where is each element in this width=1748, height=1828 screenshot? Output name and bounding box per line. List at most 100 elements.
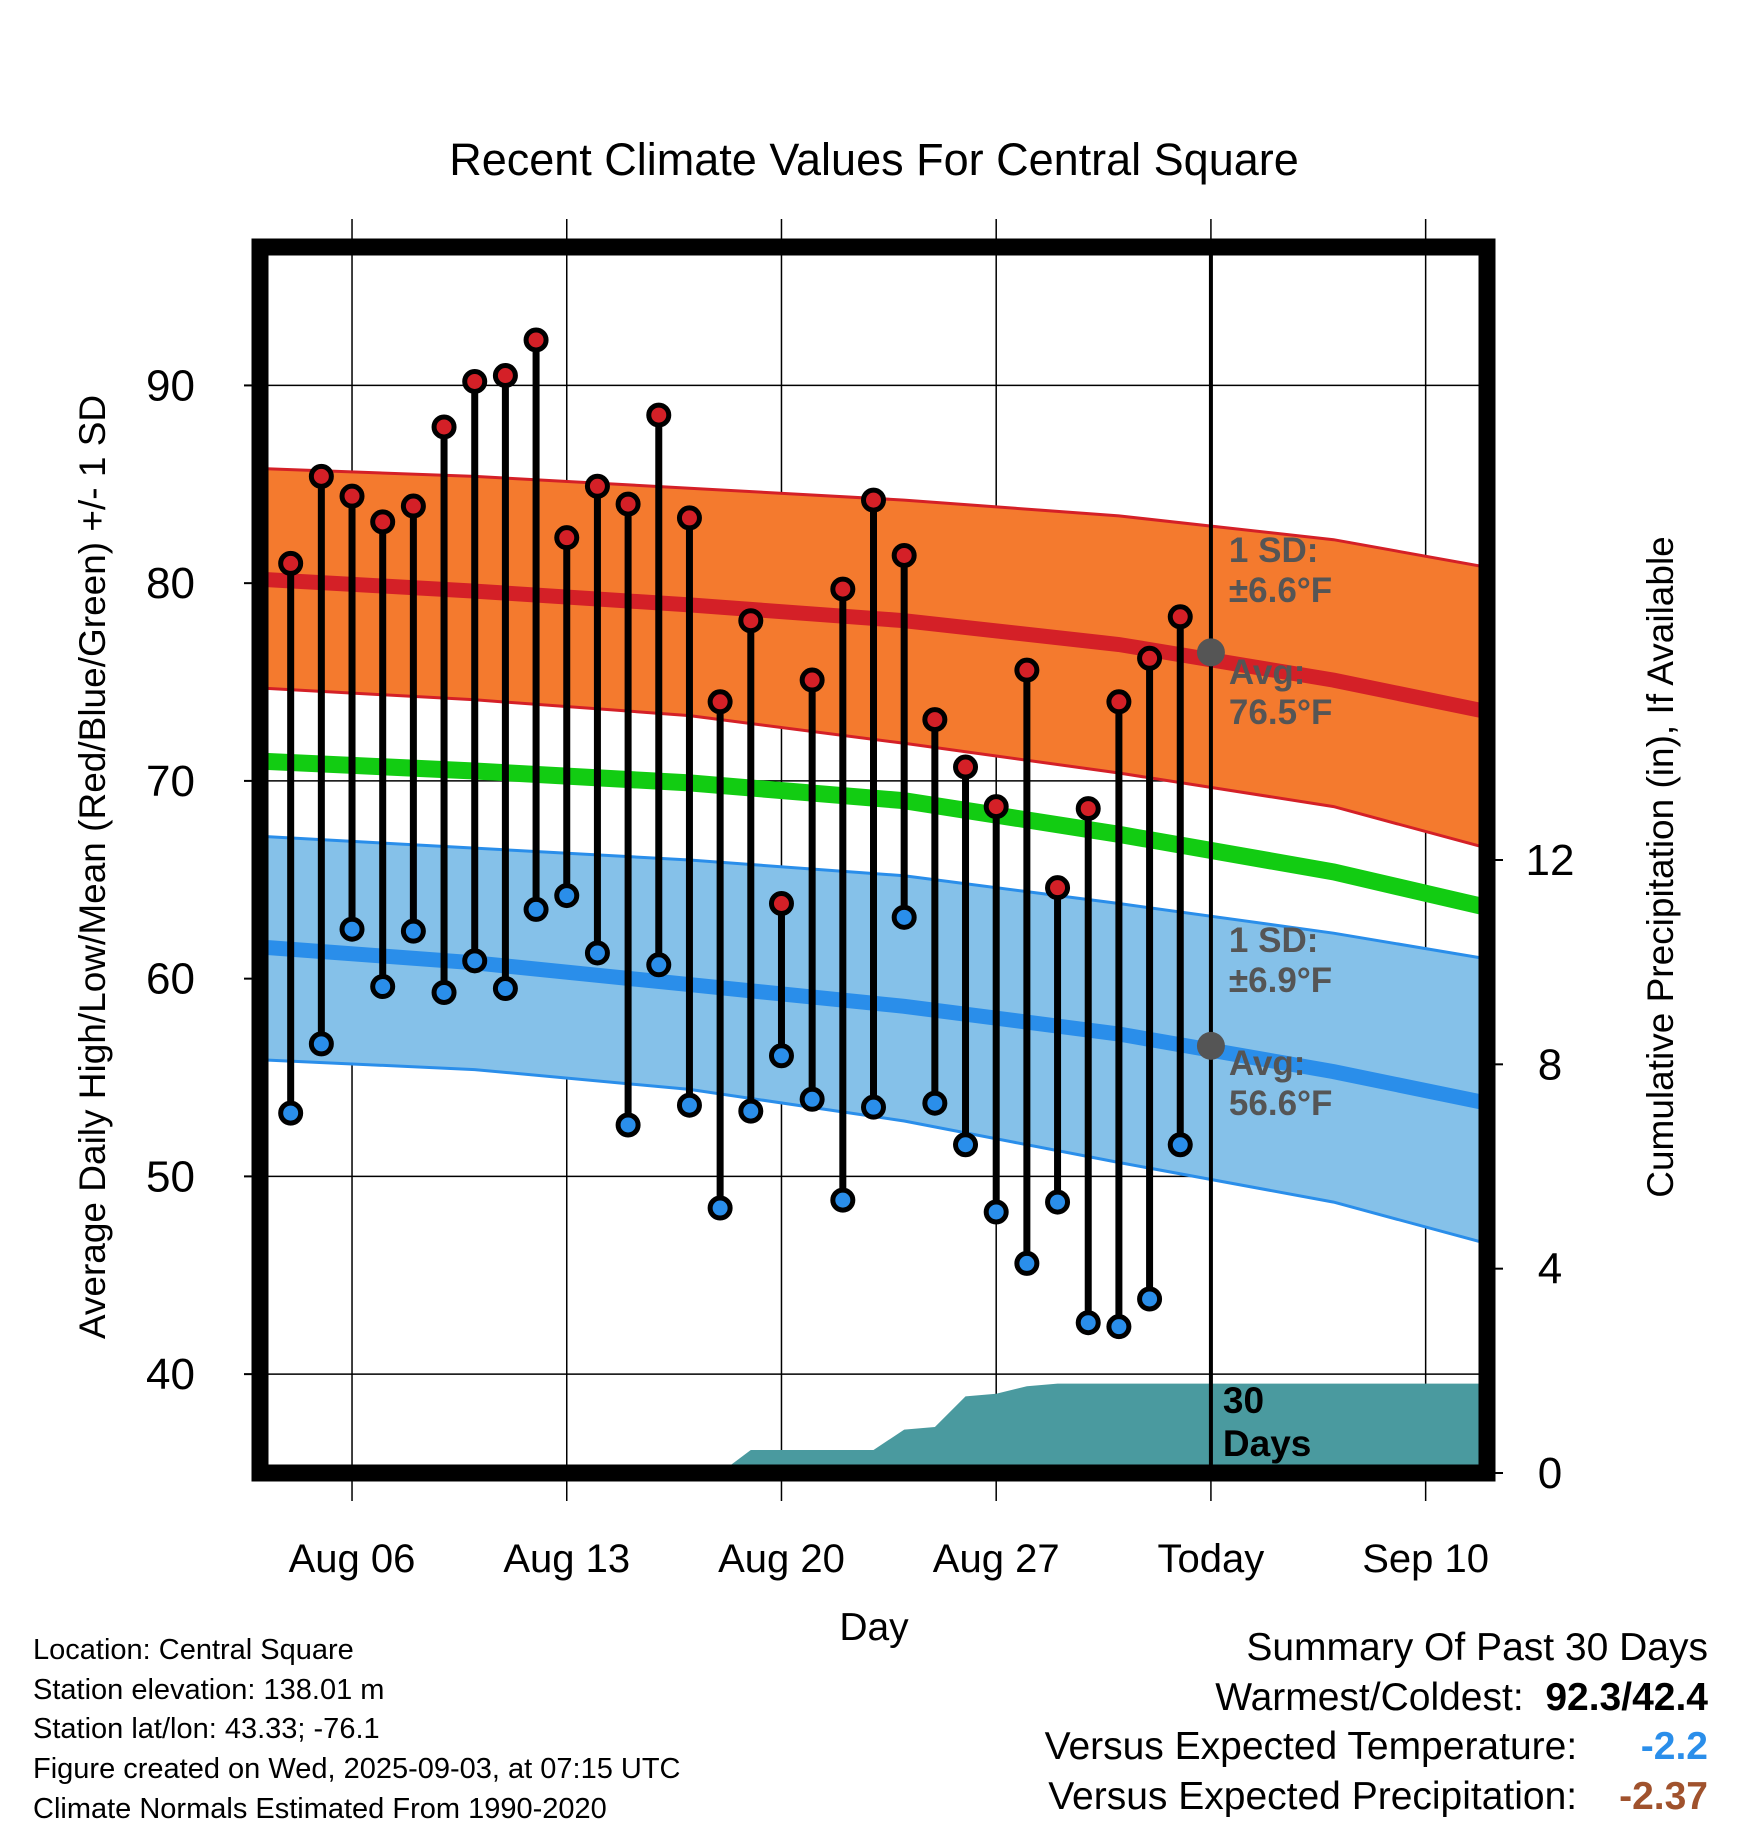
- y2-tick-label: 12: [1526, 836, 1575, 885]
- high-point: [615, 491, 641, 517]
- summary-warm-cold-label: Warmest/Coldest:: [1215, 1676, 1524, 1719]
- low-point: [523, 896, 549, 922]
- low-point: [1014, 1250, 1040, 1276]
- x-tick-label: Aug 13: [503, 1537, 630, 1581]
- low-sd-lower-edge: [260, 1058, 1487, 1246]
- chart-title: Recent Climate Values For Central Square: [449, 134, 1299, 185]
- x-tick-label: Sep 10: [1362, 1537, 1489, 1581]
- high-point: [768, 891, 794, 917]
- summary-temp-value: -2.2: [1640, 1725, 1708, 1768]
- x-tick-label: Today: [1158, 1537, 1265, 1581]
- low-point: [1167, 1132, 1193, 1158]
- x-tick-label: Aug 27: [933, 1537, 1060, 1581]
- high-point: [339, 483, 365, 509]
- x-tick-label: Aug 20: [718, 1537, 845, 1581]
- precip-days-annotation: Days: [1223, 1423, 1311, 1464]
- low-point: [370, 974, 396, 1000]
- high-point: [1106, 689, 1132, 715]
- high-point: [1075, 796, 1101, 822]
- low-point: [738, 1098, 764, 1124]
- high-point: [431, 414, 457, 440]
- high-avg-annotation: Avg:: [1229, 653, 1305, 692]
- low-point: [431, 979, 457, 1005]
- y-tick-label: 70: [146, 757, 195, 806]
- x-axis-label: Day: [839, 1606, 909, 1649]
- low-avg-annotation: Avg:: [1229, 1044, 1305, 1083]
- high-point: [1137, 645, 1163, 671]
- summary-temp-label: Versus Expected Temperature:: [1044, 1725, 1578, 1768]
- today-high-avg-marker: [1196, 638, 1225, 667]
- high-point: [1045, 875, 1071, 901]
- today-low-avg-marker: [1196, 1031, 1225, 1060]
- info-location: Location: Central Square: [33, 1634, 354, 1666]
- y2-axis-label: Cumulative Precipitation (in), If Availa…: [1640, 536, 1681, 1198]
- observed-series: [278, 327, 1193, 1340]
- y-tick-label: 80: [146, 559, 195, 608]
- low-point: [400, 918, 426, 944]
- low-sd-annotation: ±6.9°F: [1229, 961, 1332, 1000]
- low-point: [1045, 1189, 1071, 1215]
- high-point: [523, 327, 549, 353]
- low-sd-annotation: 1 SD:: [1229, 921, 1318, 960]
- high-point: [584, 473, 610, 499]
- y-tick-label: 90: [146, 361, 195, 410]
- summary-temp: Versus Expected Temperature: -2.2: [1045, 1727, 1708, 1766]
- low-point: [953, 1132, 979, 1158]
- y-tick-label: 50: [146, 1152, 195, 1201]
- info-created: Figure created on Wed, 2025-09-03, at 07…: [33, 1753, 681, 1785]
- low-point: [768, 1043, 794, 1069]
- low-avg-annotation: 56.6°F: [1229, 1084, 1333, 1123]
- precip-cumulative-area: [260, 1383, 1487, 1473]
- high-point: [462, 368, 488, 394]
- high-point: [983, 794, 1009, 820]
- info-normals: Climate Normals Estimated From 1990-2020: [33, 1793, 607, 1825]
- info-elevation: Station elevation: 138.01 m: [33, 1674, 385, 1706]
- high-point: [308, 463, 334, 489]
- high-point: [707, 689, 733, 715]
- low-point: [861, 1094, 886, 1120]
- low-point: [308, 1031, 334, 1057]
- low-point: [1137, 1286, 1163, 1312]
- high-point: [738, 608, 764, 634]
- plot-frame: [251, 238, 1496, 1482]
- low-point: [278, 1100, 304, 1126]
- low-point: [1106, 1314, 1132, 1340]
- high-sd-annotation: ±6.6°F: [1229, 571, 1332, 610]
- high-point: [646, 402, 672, 428]
- precip-days-annotation: 30: [1223, 1380, 1264, 1421]
- high-point: [554, 525, 580, 551]
- high-point: [953, 754, 979, 780]
- high-point: [492, 363, 518, 389]
- high-point: [400, 493, 426, 519]
- info-latlon: Station lat/lon: 43.33; -76.1: [33, 1713, 380, 1745]
- low-point: [584, 940, 610, 966]
- low-point: [891, 904, 917, 930]
- summary-warm-cold-value: 92.3/42.4: [1545, 1676, 1708, 1719]
- low-point: [554, 883, 580, 909]
- low-point: [922, 1090, 948, 1116]
- low-point: [646, 952, 672, 978]
- low-point: [799, 1086, 825, 1112]
- high-point: [891, 542, 917, 568]
- summary-warm-cold: Warmest/Coldest: 92.3/42.4: [1215, 1678, 1708, 1717]
- x-tick-label: Aug 06: [289, 1537, 416, 1581]
- summary-precip-value: -2.37: [1619, 1775, 1708, 1818]
- low-point: [462, 948, 488, 974]
- high-point: [370, 509, 396, 535]
- high-point: [1167, 604, 1193, 630]
- y-axis-label: Average Daily High/Low/Mean (Red/Blue/Gr…: [72, 395, 113, 1339]
- high-point: [676, 505, 702, 531]
- high-avg-annotation: 76.5°F: [1229, 693, 1333, 732]
- high-point: [830, 576, 856, 602]
- y2-tick-label: 0: [1538, 1449, 1562, 1498]
- low-point: [492, 976, 518, 1002]
- low-point: [830, 1187, 856, 1213]
- high-point: [861, 487, 886, 513]
- summary-precip-label: Versus Expected Precipitation:: [1048, 1775, 1578, 1818]
- high-point: [799, 667, 825, 693]
- low-point: [615, 1112, 641, 1138]
- high-sd-annotation: 1 SD:: [1229, 531, 1318, 570]
